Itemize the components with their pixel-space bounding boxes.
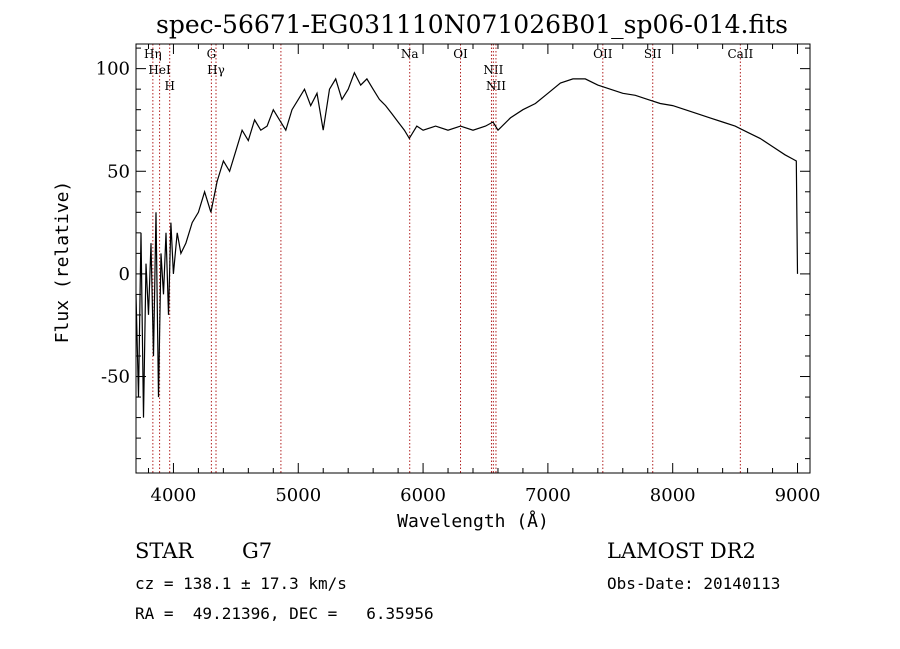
spectrum-chart: spec-56671-EG031110N071026B01_sp06-014.f… <box>52 10 821 532</box>
y-tick-label-1: 0 <box>119 264 130 285</box>
chart-title: spec-56671-EG031110N071026B01_sp06-014.f… <box>156 10 788 39</box>
y-tick-label-3: 100 <box>96 59 130 80</box>
x-tick-label-3: 7000 <box>525 485 571 506</box>
coordinates: RA = 49.21396, DEC = 6.35956 <box>135 604 434 623</box>
y-tick-label-0: -50 <box>101 367 130 388</box>
x-tick-label-5: 9000 <box>775 485 821 506</box>
line-label-10: NII <box>486 79 506 93</box>
y-tick-label-2: 50 <box>107 161 130 182</box>
line-label-13: CaII <box>727 47 753 61</box>
x-axis-label: Wavelength (Å) <box>397 510 549 532</box>
x-tick-label-0: 4000 <box>151 485 197 506</box>
line-label-2: H <box>164 79 174 93</box>
redshift-velocity: cz = 138.1 ± 17.3 km/s <box>135 574 347 593</box>
spectrum-line <box>135 71 799 418</box>
x-tick-label-4: 8000 <box>650 485 696 506</box>
y-axis-label: Flux (relative) <box>52 181 73 344</box>
line-label-0: Hη <box>144 47 162 61</box>
observation-date: Obs-Date: 20140113 <box>607 574 781 593</box>
survey-name: LAMOST DR2 <box>607 539 756 563</box>
object-subclass: G7 <box>242 539 273 563</box>
line-label-11: OII <box>593 47 613 61</box>
x-tick-label-2: 6000 <box>400 485 446 506</box>
line-label-4: Hγ <box>207 63 225 77</box>
object-class: STAR <box>135 539 194 563</box>
x-tick-label-1: 5000 <box>275 485 321 506</box>
line-label-7: OI <box>453 47 468 61</box>
plot-frame <box>135 43 811 474</box>
emission-line-markers: Hη HeI H G Hγ Na OI NII NII OII SII CaII <box>144 44 754 473</box>
line-label-12: SII <box>644 47 662 61</box>
y-axis-ticks: -50 0 50 100 <box>96 47 810 460</box>
line-label-6: Na <box>401 47 419 61</box>
spectrum-series <box>135 71 799 418</box>
x-axis-ticks: 4000 5000 6000 7000 8000 9000 <box>147 44 821 506</box>
line-label-1: HeI <box>148 63 171 77</box>
line-label-3: G <box>207 47 217 61</box>
line-label-9: NII <box>483 63 503 77</box>
